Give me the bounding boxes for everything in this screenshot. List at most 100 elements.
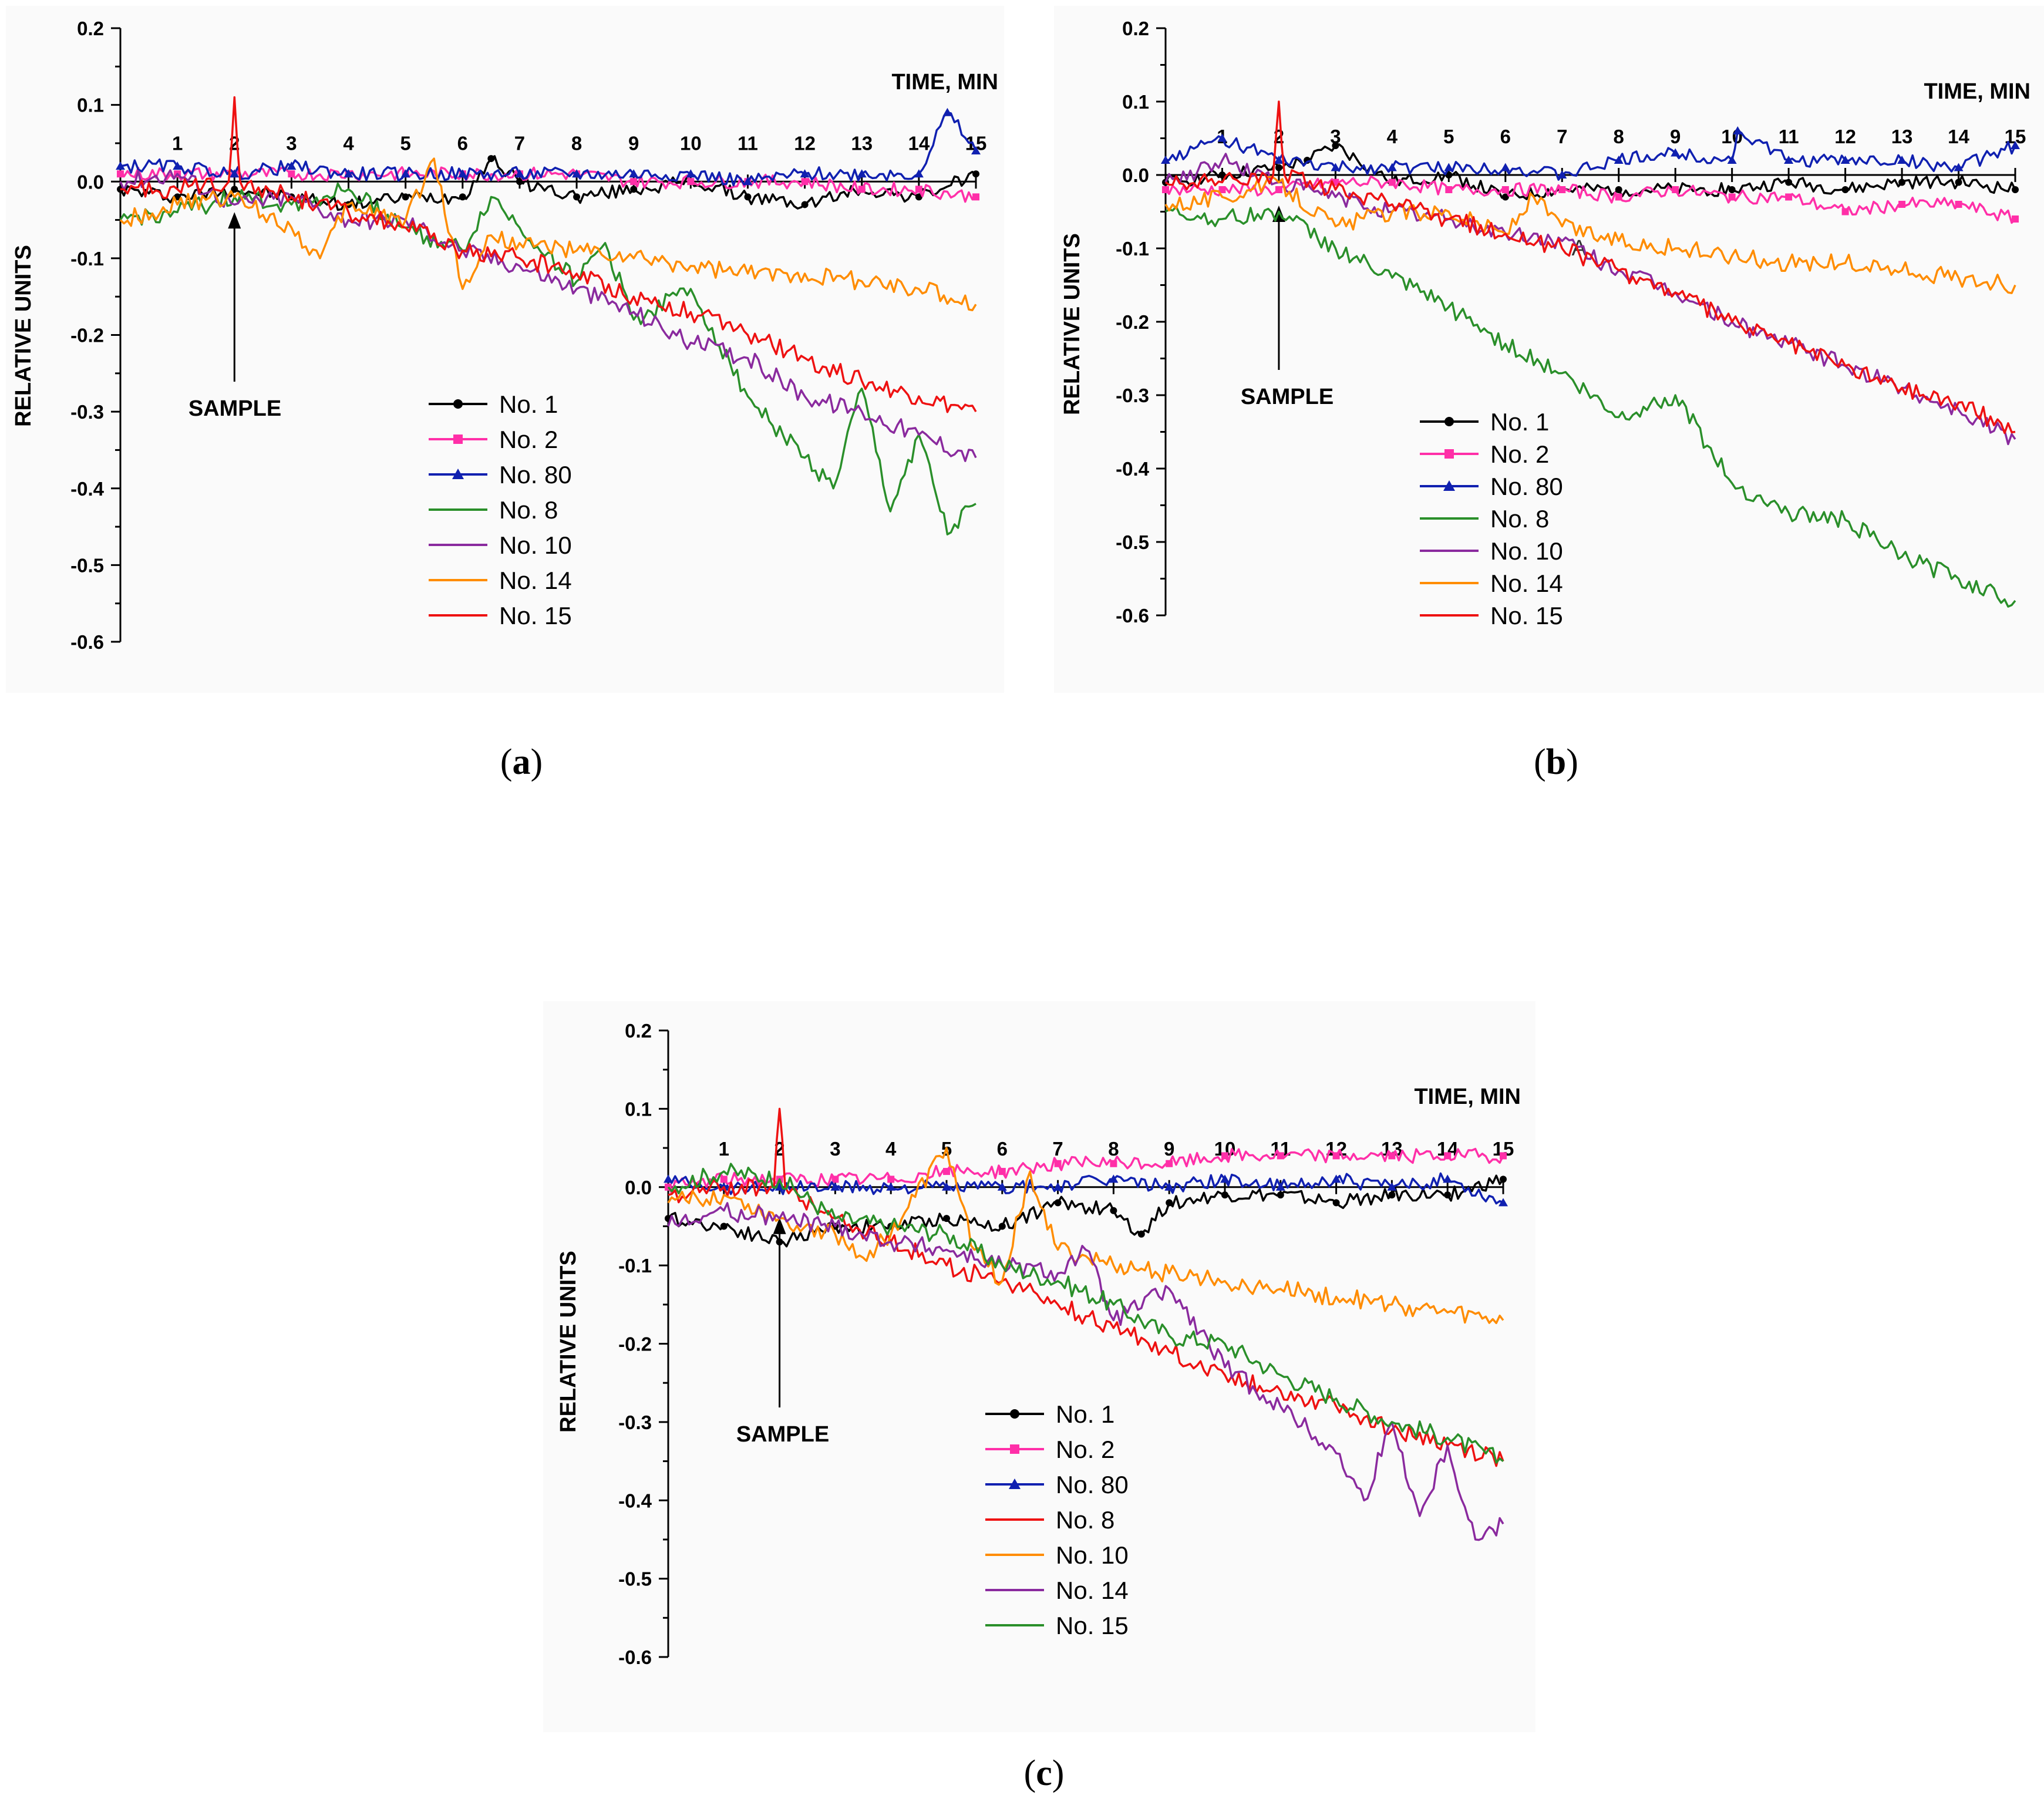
legend-marker [453,399,463,409]
x-tick-label: 6 [457,132,468,154]
x-axis-title: TIME, MIN [891,70,998,95]
data-point [1275,1182,1285,1191]
x-tick-label: 3 [1330,126,1341,147]
data-point [1054,1160,1062,1167]
data-point [1615,186,1622,193]
y-tick-label: -0.4 [618,1490,652,1511]
y-tick-label: 0.2 [625,1020,652,1042]
data-point [1387,1182,1397,1191]
y-tick-label: -0.4 [70,478,105,500]
data-point [886,1182,896,1191]
data-point [1445,171,1453,178]
x-tick-label: 12 [1834,126,1856,147]
legend-label: No. 1 [1056,1400,1114,1428]
x-tick-label: 11 [738,132,758,154]
sample-label: SAMPLE [736,1422,829,1447]
data-point [1137,1230,1145,1238]
y-tick-label: -0.1 [70,248,104,270]
data-point [1841,208,1849,215]
y-axis-title: RELATIVE UNITS [556,1251,581,1433]
data-point [1500,1152,1507,1160]
x-tick-label: 9 [1670,126,1681,147]
series-line-no-80 [1165,130,2016,181]
data-point [1331,1174,1341,1183]
sample-label: SAMPLE [1241,385,1334,409]
data-point [775,1182,784,1191]
data-point [1500,163,1510,171]
series-line-no-1 [119,155,976,211]
series-line-no-80 [120,111,977,187]
data-point [1443,1174,1453,1183]
series-line-no-14 [1164,176,2016,294]
panel-background [6,6,1004,693]
legend-marker [1010,1444,1019,1454]
data-point [1277,1152,1284,1160]
series-line-no-15 [1165,100,2016,435]
series-line-no-80 [667,1172,1504,1205]
chart-panel-b: 0.2 0.1 0.0 -0.1 -0.2 -0.3 -0.4 -0.5 -0.6 12 3 4 5 6 7… [1054,6,2044,782]
data-point [173,161,183,170]
legend-label: No. 8 [499,496,558,524]
data-point [971,146,981,154]
x-tick-label: 14 [908,132,930,154]
legend-label: No. 14 [1056,1577,1129,1604]
data-point [744,193,752,201]
legend-label: No. 8 [1056,1506,1114,1534]
x-tick-label: 8 [1108,1138,1119,1160]
data-point [830,1182,840,1191]
data-point [629,169,639,178]
data-point [1164,1182,1174,1191]
data-point [487,155,495,163]
caption-open-paren: ( [1534,742,1546,782]
data-point [630,186,638,193]
y-tick-label: 0.0 [625,1177,652,1198]
data-point [831,1176,839,1183]
data-point [801,178,809,186]
data-point [720,1176,728,1183]
data-point [858,186,866,193]
y-tick-label: -0.6 [70,631,104,653]
panel-caption: (b) [1534,742,1578,782]
y-tick-label: -0.2 [70,325,104,346]
data-point [1557,170,1567,178]
x-tick-label: 10 [680,132,702,154]
data-point [1445,186,1453,193]
x-tick-label: 4 [885,1138,897,1160]
legend-label: No. 2 [1056,1436,1114,1463]
x-tick-label: 6 [1500,126,1511,147]
caption-letter: a [513,742,531,782]
legend-label: No. 14 [1490,570,1563,597]
caption-letter: b [1546,742,1566,782]
data-point [1785,193,1793,201]
x-axis-title: TIME, MIN [1414,1084,1521,1109]
legend-marker [1444,449,1454,459]
x-tick-label: 1 [719,1138,729,1160]
legend-label: No. 80 [499,461,572,489]
legend-marker [1444,417,1454,426]
x-axis-title: TIME, MIN [1924,79,2030,104]
data-point [1332,142,1339,149]
legend-label: No. 80 [1056,1471,1129,1498]
data-point [1277,1191,1284,1199]
y-tick-label: -0.5 [1116,531,1149,553]
data-point [1444,1191,1452,1199]
data-point [1332,1199,1340,1207]
data-point [1110,1207,1117,1214]
x-tick-label: 9 [1164,1138,1174,1160]
sample-arrow-head [228,212,241,229]
y-tick-label: 0.2 [77,18,104,39]
data-point [231,186,238,193]
data-point [1841,186,1849,193]
x-tick-label: 12 [794,132,816,154]
data-point [1728,186,1736,193]
data-point [972,193,979,201]
data-point [1387,163,1397,171]
data-point [1840,156,1850,164]
chart-panel-c: 0.20.10.0-0.1-0.2-0.3-0.4-0.5-0.61 2 3 4 5 6 7… [543,1001,1535,1793]
data-point [1501,193,1509,201]
data-point [1166,1160,1173,1167]
data-point [942,107,952,116]
data-point [2011,141,2020,149]
legend-label: No. 80 [1490,473,1563,500]
data-point [402,193,409,201]
